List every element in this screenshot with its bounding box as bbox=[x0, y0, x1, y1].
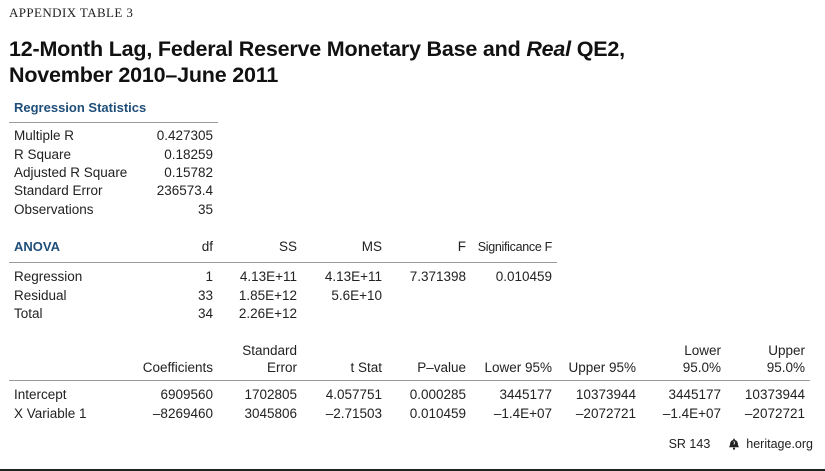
anova-col-f: F bbox=[457, 239, 466, 254]
anova-row-label: Residual bbox=[14, 288, 67, 303]
anova-header-rule bbox=[9, 262, 557, 263]
stat-label: R Square bbox=[14, 147, 72, 162]
anova-ss: 1.85E+12 bbox=[238, 288, 297, 303]
anova-row-label: Total bbox=[14, 306, 43, 321]
stat-value: 0.15782 bbox=[164, 165, 213, 180]
table-row: Intercept 6909560 1702805 4.057751 0.000… bbox=[0, 386, 825, 404]
table-row: Adjusted R Square 0.15782 bbox=[0, 164, 825, 182]
col-standard-error-line1: Standard bbox=[242, 343, 297, 358]
stat-label: Multiple R bbox=[14, 128, 75, 143]
anova-ms: 4.13E+11 bbox=[324, 269, 382, 284]
title-line2: November 2010–June 2011 bbox=[9, 63, 279, 87]
source-credit: SR 143 heritage.org bbox=[669, 437, 813, 451]
coef-value: –8269460 bbox=[152, 406, 213, 421]
report-id: SR 143 bbox=[668, 437, 711, 451]
coef-upper95-0: 10373944 bbox=[744, 387, 805, 402]
anova-col-ss: SS bbox=[278, 239, 297, 254]
col-standard-error: Standard Error bbox=[242, 342, 297, 376]
coef-lower95-0: –1.4E+07 bbox=[662, 406, 721, 421]
coef-se: 3045806 bbox=[244, 406, 297, 421]
anova-df: 1 bbox=[205, 269, 213, 284]
coef-lower95-0: 3445177 bbox=[668, 387, 721, 402]
table-row: Residual 33 1.85E+12 5.6E+10 bbox=[0, 287, 825, 305]
regression-statistics-title: Regression Statistics bbox=[14, 100, 147, 115]
regression-statistics-top-rule bbox=[9, 122, 218, 123]
anova-ss: 4.13E+11 bbox=[239, 269, 297, 284]
table-row: Regression 1 4.13E+11 4.13E+11 7.371398 … bbox=[0, 268, 825, 286]
coef-pvalue: 0.000285 bbox=[409, 387, 466, 402]
anova-title: ANOVA bbox=[14, 239, 60, 254]
coefficients-header-rule bbox=[9, 380, 810, 381]
anova-f: 7.371398 bbox=[409, 269, 466, 284]
coef-row-label: X Variable 1 bbox=[14, 406, 87, 421]
coef-row-label: Intercept bbox=[14, 387, 67, 402]
coef-upper95-0: –2072721 bbox=[744, 406, 805, 421]
title-line1-italic: Real bbox=[526, 37, 571, 61]
anova-row-label: Regression bbox=[14, 269, 83, 284]
col-lower-95-0-line2: 95.0% bbox=[682, 360, 721, 375]
anova-df: 33 bbox=[197, 288, 213, 303]
coef-tstat: –2.71503 bbox=[325, 406, 382, 421]
col-upper-95-0-line2: 95.0% bbox=[766, 360, 805, 375]
appendix-label: APPENDIX TABLE 3 bbox=[9, 5, 134, 20]
col-lower-95-0: Lower 95.0% bbox=[683, 342, 721, 376]
anova-col-df: df bbox=[201, 239, 213, 254]
title-line1-b: QE2, bbox=[570, 37, 625, 61]
anova-ms: 5.6E+10 bbox=[331, 288, 382, 303]
col-t-stat: t Stat bbox=[350, 360, 382, 375]
footer-rule bbox=[0, 469, 825, 471]
coef-value: 6909560 bbox=[160, 387, 213, 402]
site-link[interactable]: heritage.org bbox=[746, 437, 813, 451]
col-upper-95-0: Upper 95.0% bbox=[767, 342, 805, 376]
coef-lower95: 3445177 bbox=[499, 387, 552, 402]
col-lower-95: Lower 95% bbox=[484, 360, 552, 375]
stat-label: Observations bbox=[14, 202, 94, 217]
stat-value: 35 bbox=[197, 202, 213, 217]
col-upper-95-0-line1: Upper bbox=[768, 343, 805, 358]
table-row: Observations 35 bbox=[0, 201, 825, 219]
anova-sig: 0.010459 bbox=[495, 269, 552, 284]
table-row: Multiple R 0.427305 bbox=[0, 127, 825, 145]
coef-upper95: –2072721 bbox=[575, 406, 636, 421]
anova-ss: 2.26E+12 bbox=[238, 306, 297, 321]
coef-se: 1702805 bbox=[244, 387, 297, 402]
col-lower-95-0-line1: Lower bbox=[684, 343, 721, 358]
stat-label: Adjusted R Square bbox=[14, 165, 128, 180]
stat-value: 0.427305 bbox=[156, 128, 213, 143]
stat-label: Standard Error bbox=[14, 183, 103, 198]
col-p-value: P–value bbox=[417, 360, 466, 375]
liberty-bell-icon bbox=[729, 438, 740, 450]
col-standard-error-line2: Error bbox=[267, 360, 297, 375]
col-coefficients: Coefficients bbox=[142, 360, 213, 375]
anova-df: 34 bbox=[197, 306, 213, 321]
table-row: Standard Error 236573.4 bbox=[0, 182, 825, 200]
anova-header-row: ANOVA df SS MS F Significance F bbox=[0, 238, 825, 256]
table-row: R Square 0.18259 bbox=[0, 146, 825, 164]
coef-pvalue: 0.010459 bbox=[409, 406, 466, 421]
coef-tstat: 4.057751 bbox=[325, 387, 382, 402]
table-row: Total 34 2.26E+12 bbox=[0, 305, 825, 323]
coef-upper95: 10373944 bbox=[575, 387, 636, 402]
stat-value: 0.18259 bbox=[164, 147, 213, 162]
title-line1-a: 12-Month Lag, Federal Reserve Monetary B… bbox=[9, 37, 527, 61]
coef-lower95: –1.4E+07 bbox=[493, 406, 552, 421]
page-title: 12-Month Lag, Federal Reserve Monetary B… bbox=[9, 36, 809, 88]
stat-value: 236573.4 bbox=[156, 183, 213, 198]
anova-col-ms: MS bbox=[361, 239, 382, 254]
table-row: X Variable 1 –8269460 3045806 –2.71503 0… bbox=[0, 405, 825, 423]
anova-col-significance: Significance F bbox=[477, 240, 553, 254]
col-upper-95: Upper 95% bbox=[568, 360, 636, 375]
